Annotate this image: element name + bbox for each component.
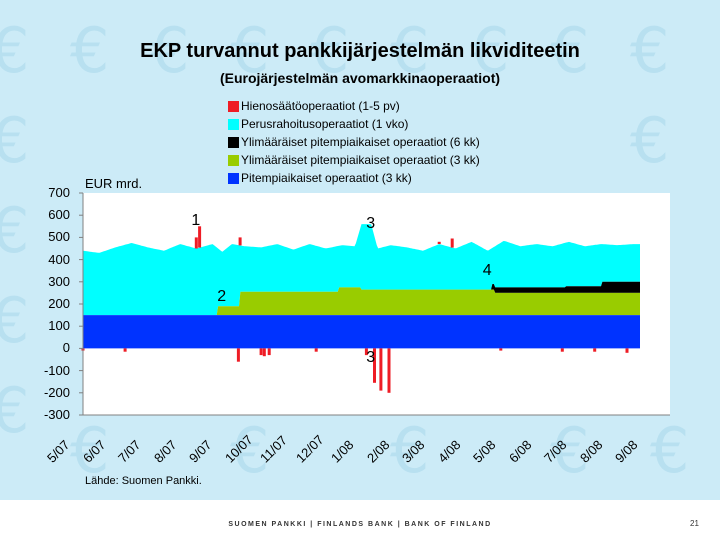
legend-label: Perusrahoitusoperaatiot (1 vko) [241,117,409,131]
y-tick-label: 500 [48,229,70,245]
legend-swatch [228,137,239,148]
euro-watermark-icon: € [0,374,30,447]
legend-label: Ylimääräiset pitempiaikaiset operaatiot … [241,153,480,167]
source-note: Lähde: Suomen Pankki. [85,475,202,487]
fine-tuning-bar [450,238,454,248]
fine-tuning-bar [593,348,597,352]
euro-watermark-icon: € [0,14,30,87]
slide-subtitle: (Eurojärjestelmän avomarkkinaoperaatiot) [219,70,501,86]
fine-tuning-bar [238,237,242,246]
fine-tuning-bar [314,348,318,352]
euro-watermark-icon: € [550,14,590,87]
y-tick-label: 200 [48,296,70,311]
euro-watermark-icon: € [0,194,30,267]
series-ltro-3m-area [83,315,640,349]
euro-watermark-icon: € [550,414,590,487]
y-tick-label: 400 [48,251,70,267]
y-tick-label: 300 [48,273,70,289]
fine-tuning-bar [267,348,271,356]
fine-tuning-bar [198,226,202,248]
fine-tuning-bar [236,348,240,362]
euro-watermark-icon: € [470,14,510,87]
chart-annotation: 3 [366,215,376,233]
legend-swatch [228,119,239,130]
euro-watermark-icon: € [70,414,110,487]
fine-tuning-bar [560,348,564,352]
footer-band [0,500,720,540]
legend-label: Hienosäätöoperaatiot (1-5 pv) [241,99,400,113]
y-tick-label: -300 [43,407,70,422]
euro-watermark-icon: € [70,14,110,87]
euro-watermark-icon: € [650,414,690,487]
footer-text: SUOMEN PANKKI | FINLANDS BANK | BANK OF … [228,521,492,528]
euro-watermark-icon: € [230,414,270,487]
chart-annotation: 2 [217,288,227,306]
legend-swatch [228,155,239,166]
legend-swatch [228,101,239,112]
legend-label: Ylimääräiset pitempiaikaiset operaatiot … [241,135,480,149]
y-tick-label: 100 [48,318,70,334]
euro-watermark-icon: € [630,14,670,87]
fine-tuning-bar [262,348,266,357]
euro-watermark-icon: € [390,14,430,87]
y-tick-label: -200 [43,384,70,400]
slide-title: EKP turvannut pankkijärjestelmän likvidi… [140,40,580,62]
series-main-refinancing-area [83,224,640,316]
fine-tuning-bar [625,348,629,353]
euro-watermark-icon: € [390,414,430,487]
chart-annotation: 3 [366,349,376,367]
fine-tuning-bar [437,241,441,244]
euro-watermark-icon: € [230,14,270,87]
euro-watermark-icon: € [0,284,30,357]
legend-swatch [228,173,239,184]
page-number: 21 [690,519,699,528]
fine-tuning-bar [379,348,383,391]
euro-watermark-icon: € [310,14,350,87]
fine-tuning-bar [499,348,503,351]
fine-tuning-bar [194,237,198,249]
chart-annotation: 1 [191,211,201,229]
y-tick-label: 0 [62,340,70,356]
euro-watermark-icon: € [630,104,670,177]
fine-tuning-bar [259,348,263,356]
fine-tuning-bar [373,348,376,383]
series-ltro-3m-extra-area [83,287,640,316]
series-ltro-6m-area [83,281,640,316]
fine-tuning-bar [364,348,368,356]
fine-tuning-bar [123,348,127,352]
chart-annotation: 4 [482,261,492,279]
euro-watermark-icon: € [0,104,30,177]
euro-watermark-icon: € [150,14,190,87]
y-tick-label: -100 [43,362,70,378]
legend-label: Pitempiaikaiset operaatiot (3 kk) [241,171,412,185]
fine-tuning-bar [387,348,391,393]
y-axis-unit-label: EUR mrd. [85,176,143,191]
y-tick-label: 700 [48,185,70,200]
y-tick-label: 600 [48,207,70,223]
